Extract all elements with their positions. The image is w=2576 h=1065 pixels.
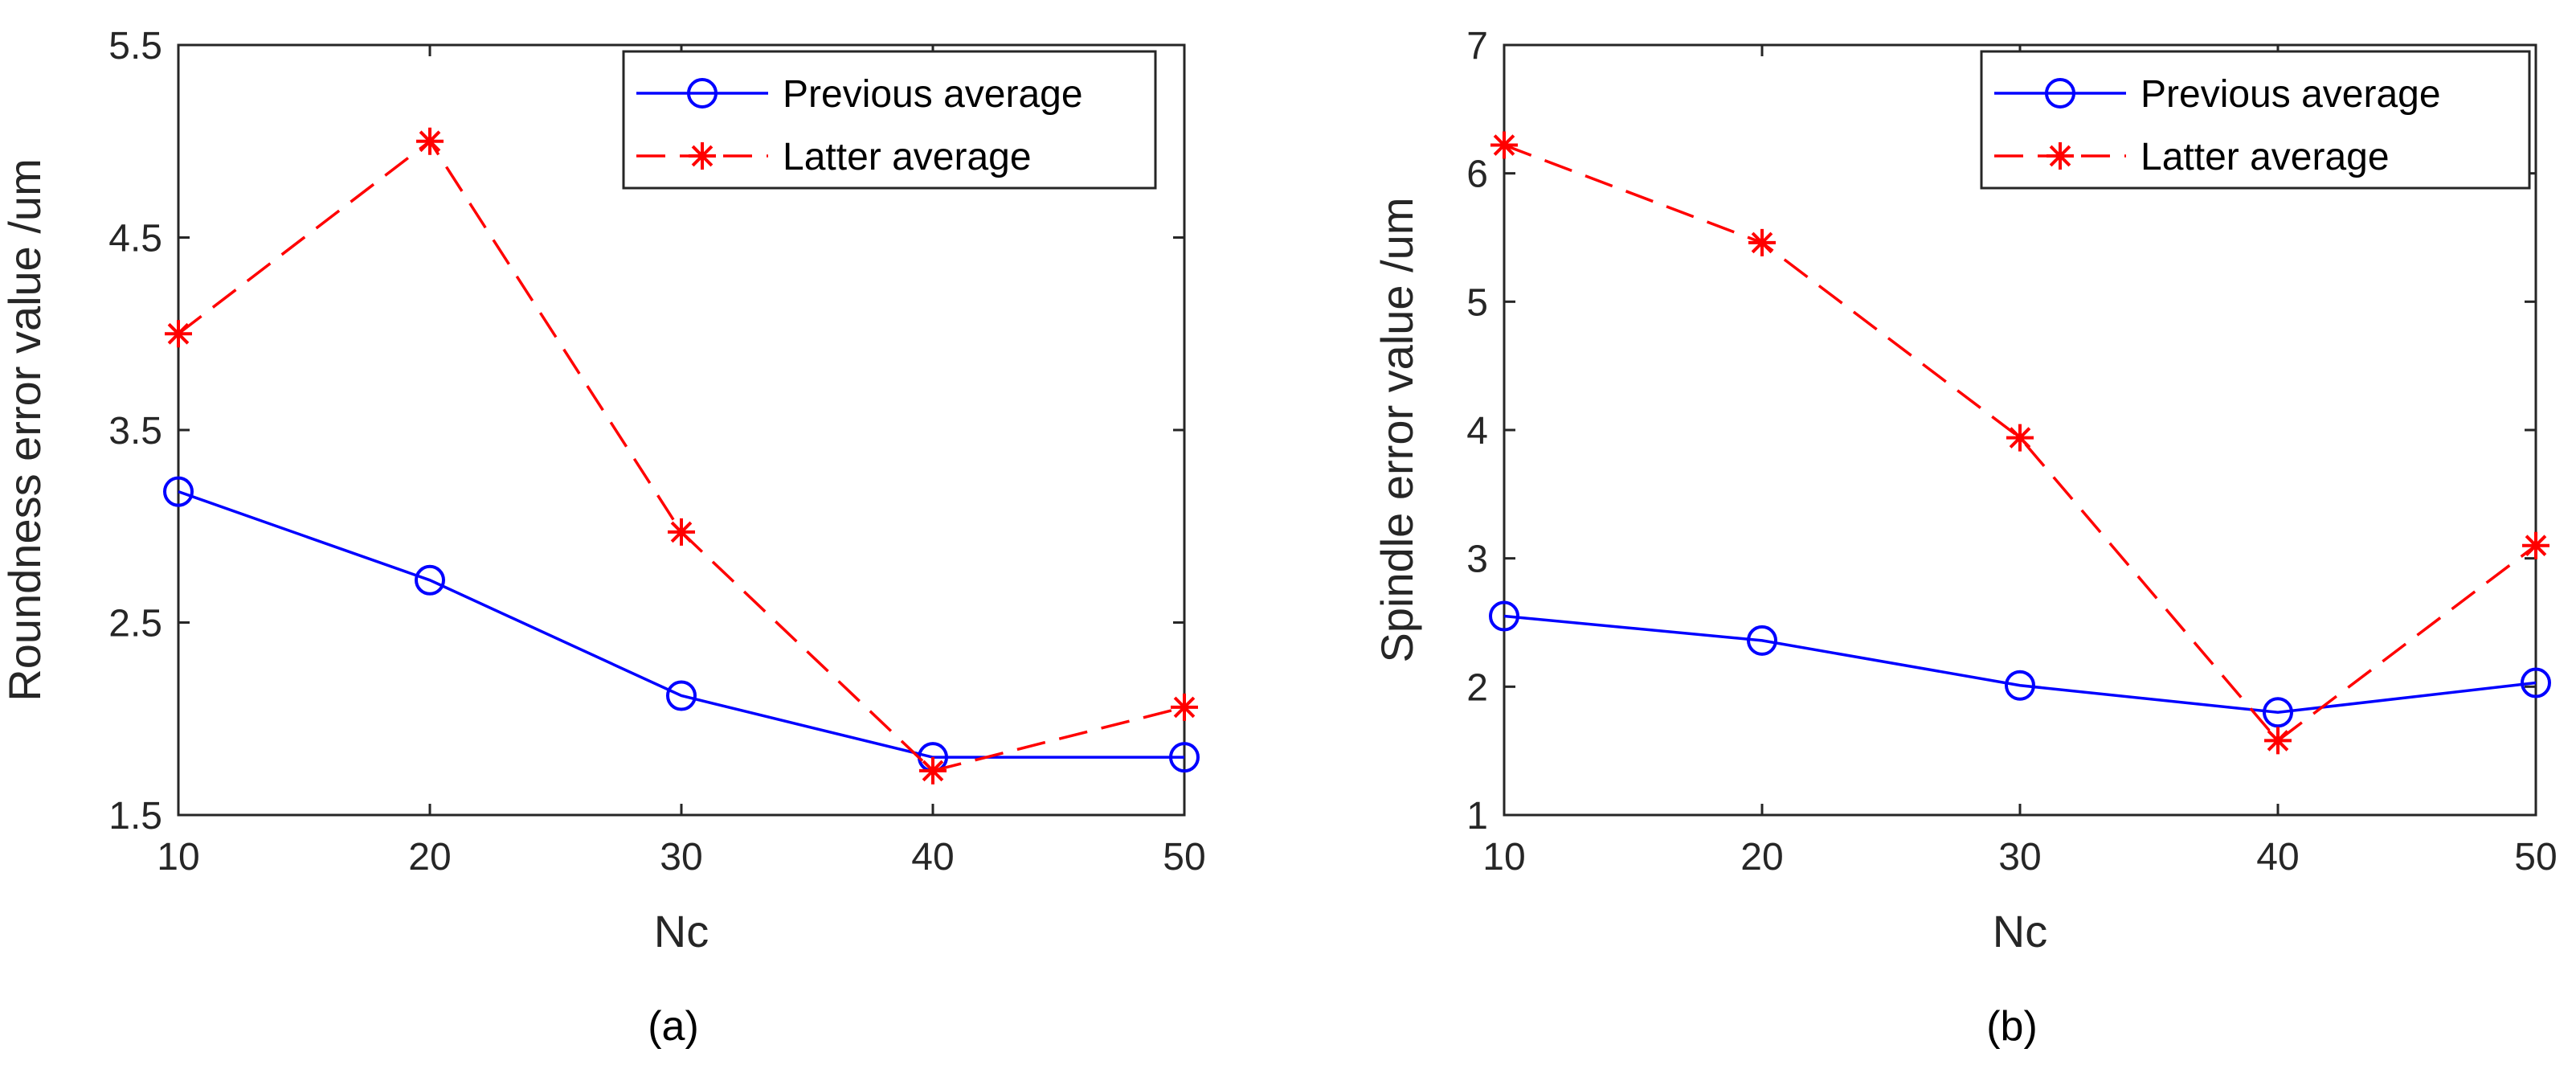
x-tick-label: 50 — [2514, 836, 2557, 879]
y-tick-label: 1 — [1466, 795, 1488, 838]
figure-caption: (b) — [1986, 1003, 2038, 1050]
data-point — [1171, 693, 1198, 721]
asterisk-stroke — [919, 756, 947, 784]
series-line — [1503, 143, 2537, 743]
data-point — [165, 320, 192, 348]
y-tick-label: 4 — [1466, 410, 1488, 453]
x-tick-label: 20 — [1740, 836, 1783, 879]
y-tick-label: 7 — [1466, 25, 1488, 68]
series-line — [1503, 614, 2537, 715]
data-point — [1169, 742, 1200, 773]
y-tick-label: 1.5 — [108, 795, 162, 838]
data-point — [163, 476, 194, 507]
data-point — [2264, 727, 2292, 755]
y-axis-title: Spindle error value /um — [1372, 198, 1422, 663]
legend-box — [622, 50, 1157, 190]
legend-marker — [687, 78, 718, 109]
data-point — [668, 518, 695, 546]
data-point — [1748, 228, 1776, 256]
x-tick-label: 50 — [1163, 836, 1205, 879]
asterisk-stroke — [689, 142, 716, 170]
data-point — [1489, 600, 1519, 632]
data-point — [1747, 625, 1777, 656]
asterisk-stroke — [2522, 531, 2549, 559]
legend-label: Latter average — [2141, 136, 2390, 178]
x-tick-label: 40 — [911, 836, 954, 879]
series-line — [178, 489, 1184, 759]
legend-box — [1980, 50, 2531, 190]
series-previous-average — [1489, 600, 2551, 728]
legend-marker — [689, 142, 716, 170]
y-tick-label: 2.5 — [108, 603, 162, 645]
legend-marker — [2046, 142, 2074, 170]
y-tick-label: 3 — [1466, 539, 1488, 581]
y-tick-label: 5.5 — [108, 25, 162, 68]
data-point — [919, 756, 947, 784]
y-tick-label: 5 — [1466, 281, 1488, 324]
data-point — [2522, 531, 2549, 559]
asterisk-stroke — [2046, 142, 2074, 170]
y-tick-label: 6 — [1466, 154, 1488, 196]
x-tick-label: 40 — [2256, 836, 2299, 879]
asterisk-stroke — [2006, 424, 2034, 452]
asterisk-stroke — [1748, 228, 1776, 256]
data-point — [666, 680, 697, 711]
asterisk-stroke — [2264, 727, 2292, 755]
x-tick-label: 30 — [1998, 836, 2041, 879]
x-tick-label: 20 — [408, 836, 451, 879]
legend-marker — [2045, 78, 2075, 109]
y-tick-label: 4.5 — [108, 218, 162, 260]
data-point — [2005, 670, 2035, 701]
asterisk-stroke — [1490, 131, 1518, 159]
x-tick-label: 30 — [660, 836, 702, 879]
x-axis-title: Nc — [1993, 906, 2047, 956]
data-point — [2521, 667, 2551, 698]
asterisk-stroke — [165, 320, 192, 348]
legend: Previous average Latter average — [622, 50, 1157, 190]
data-point — [1490, 131, 1518, 159]
y-tick-label: 3.5 — [108, 410, 162, 453]
x-axis-title: Nc — [654, 906, 709, 956]
legend-label: Latter average — [783, 136, 1032, 178]
chart-b: 10 20 30 40 50 1 2 3 4 5 6 7 Nc Spindle error value /… — [1372, 25, 2558, 1050]
figure-caption: (a) — [648, 1003, 699, 1050]
legend-label: Previous average — [783, 73, 1083, 116]
y-tick-label: 2 — [1466, 666, 1488, 709]
data-point — [2263, 697, 2293, 728]
x-tick-label: 10 — [1482, 836, 1525, 879]
legend: Previous average Latter average — [1980, 50, 2531, 190]
data-point — [415, 564, 445, 596]
y-axis-title: Roundness error value /um — [0, 158, 50, 701]
legend-label: Previous average — [2141, 73, 2441, 116]
data-point — [2006, 424, 2034, 452]
x-tick-label: 10 — [157, 836, 199, 879]
series-latter-average — [1490, 131, 2549, 755]
series-line — [177, 139, 1185, 772]
asterisk-stroke — [1171, 693, 1198, 721]
chart-a: 10 20 30 40 50 1.5 2.5 3.5 4.5 5.5 Nc Roundness err… — [0, 25, 1206, 1050]
asterisk-stroke — [416, 127, 444, 155]
series-latter-average — [165, 127, 1198, 784]
asterisk-stroke — [668, 518, 695, 546]
data-point — [416, 127, 444, 155]
